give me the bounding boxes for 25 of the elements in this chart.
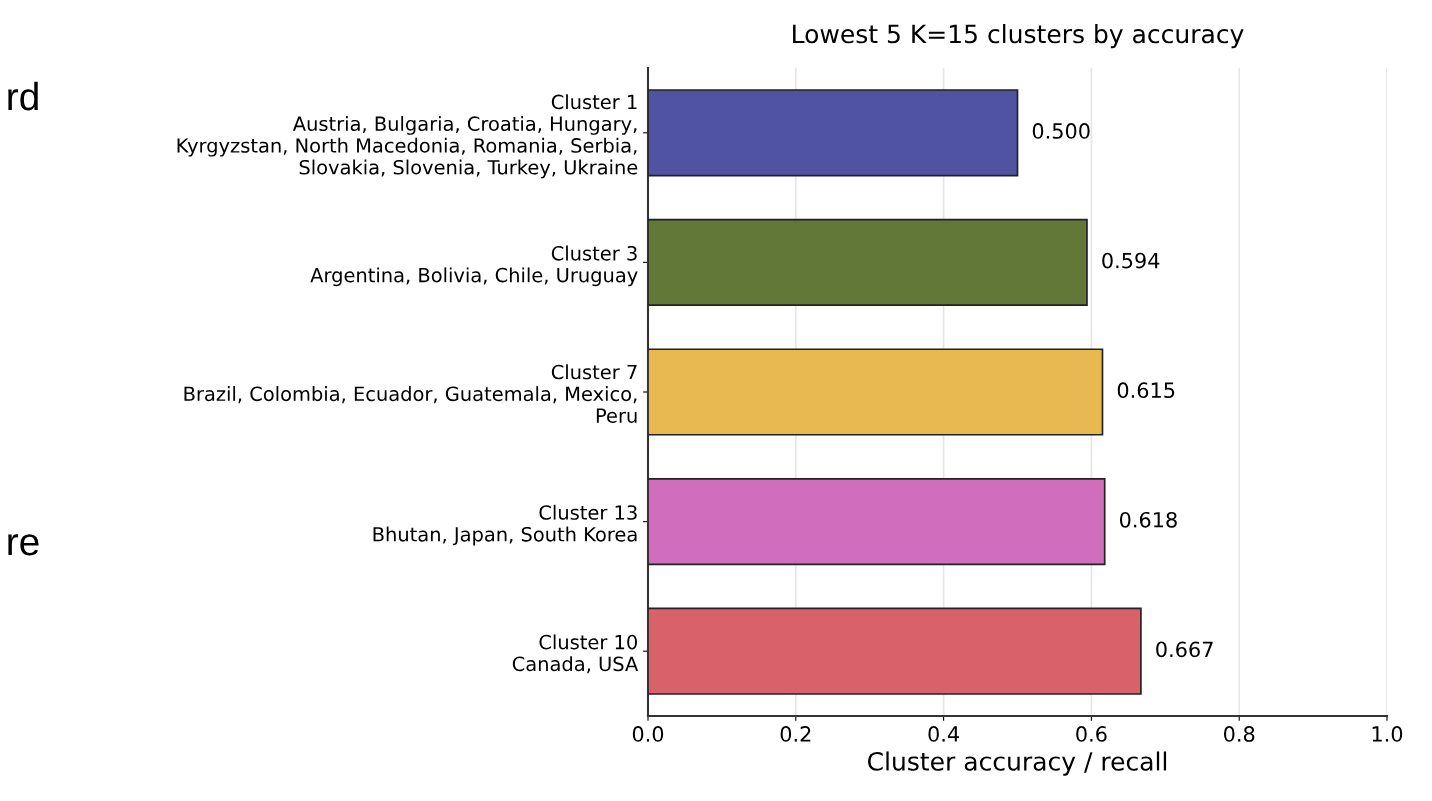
data-label: 0.667 [1156,641,1213,658]
bar [648,348,1104,436]
bar [648,607,1142,695]
x-tick-label: 0.6 [1076,726,1107,742]
x-tick-label: 0.2 [780,726,811,742]
text: re [8,534,39,556]
x-axis-title: Cluster accuracy / recall [867,751,1167,776]
y-tick-label: Cluster 1 Austria, Bulgaria, Croatia, Hungary, Kyrgyzstan, North Macedonia, Romania, Serbia, Slovakia, Slovenia, Turkey, Ukraine [177,94,638,179]
bar [648,218,1088,307]
bar [648,477,1106,566]
x-tick-label: 1.0 [1372,726,1403,742]
bar [648,89,1019,177]
text: rd [8,81,38,111]
data-label: 0.500 [1032,123,1090,139]
y-tick-label: Cluster 7 Brazil, Colombia, Ecuador, Guatemala, Mexico, Peru [184,364,637,423]
data-label: 0.594 [1102,252,1160,269]
x-tick-label: 0.8 [1224,726,1255,742]
data-label: 0.615 [1117,382,1175,399]
x-tick-label: 0.0 [632,726,664,742]
data-label: 0.618 [1119,511,1177,528]
x-tick-label: 0.4 [928,726,959,742]
chart-title: Lowest 5 K=15 clusters by accuracy [793,24,1244,49]
y-tick-label: Cluster 10 Canada, USA [512,634,639,674]
y-tick-label: Cluster 3 Argentina, Bolivia, Chile, Uruguay [310,245,638,287]
y-tick-label: Cluster 13 Bhutan, Japan, South Korea [373,504,637,546]
